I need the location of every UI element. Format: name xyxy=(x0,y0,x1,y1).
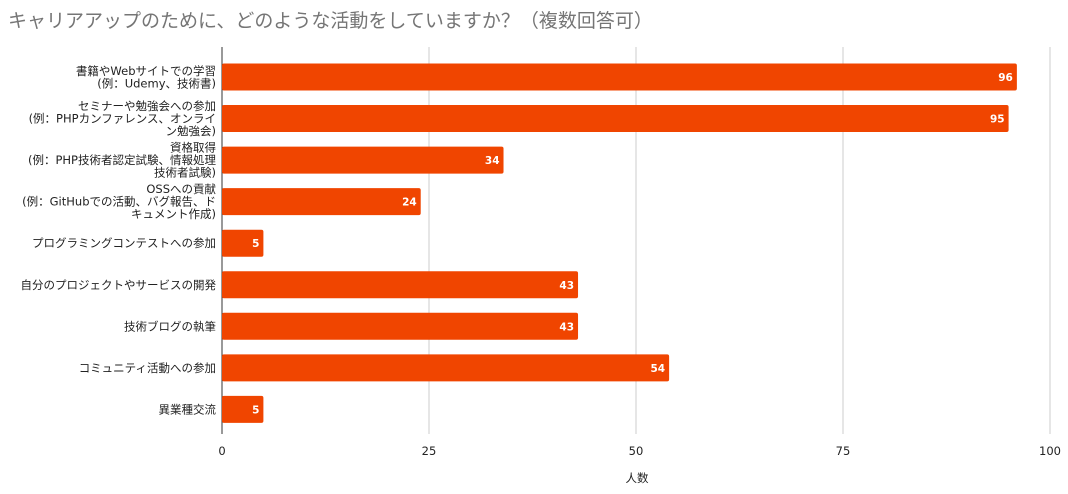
category-label-line: (例：PHPカンファレンス、オンライ xyxy=(29,112,216,126)
bar xyxy=(222,354,670,382)
category-label-line: ン勉強会) xyxy=(166,124,217,138)
category-label: プログラミングコンテストへの参加 xyxy=(32,236,216,250)
category-label-line: 技術ブログの執筆 xyxy=(124,319,216,333)
category-label: OSSへの貢献(例：GitHubでの活動、バグ報告、ドキュメント作成) xyxy=(22,182,216,221)
category-label-line: キュメント作成) xyxy=(131,207,216,221)
data-label: 96 xyxy=(998,72,1013,84)
x-tick-labels: 0 25 50 75 100 xyxy=(218,444,1061,458)
data-label: 43 xyxy=(559,321,574,333)
x-axis-label: 人数 xyxy=(626,471,649,485)
bar xyxy=(222,188,421,216)
category-label-line: 資格取得 xyxy=(170,141,216,155)
bar xyxy=(222,105,1009,133)
bar xyxy=(222,271,579,299)
data-label: 5 xyxy=(252,404,259,416)
category-labels: 書籍やWebサイトでの学習(例：Udemy、技術書)セミナーや勉強会への参加(例… xyxy=(21,64,217,417)
category-label: セミナーや勉強会への参加(例：PHPカンファレンス、オンライン勉強会) xyxy=(29,99,216,138)
bar xyxy=(222,63,1017,91)
data-label: 34 xyxy=(485,155,500,167)
data-label: 54 xyxy=(650,363,665,375)
category-label-line: 書籍やWebサイトでの学習 xyxy=(76,64,216,78)
bar xyxy=(222,312,579,340)
category-label-line: 異業種交流 xyxy=(159,402,217,416)
category-label-line: (例：GitHubでの活動、バグ報告、ド xyxy=(22,195,216,209)
bars: 96 95 34 24 5 43 43 54 5 xyxy=(222,63,1017,423)
data-label: 95 xyxy=(990,114,1005,126)
data-label: 24 xyxy=(402,197,417,209)
category-label-line: OSSへの貢献 xyxy=(146,182,216,196)
bar xyxy=(222,229,264,257)
category-label: コミュニティ活動への参加 xyxy=(79,361,216,375)
x-tick-label: 50 xyxy=(629,444,644,458)
category-label-line: 技術者試験) xyxy=(154,166,216,180)
category-label: 自分のプロジェクトやサービスの開発 xyxy=(21,278,217,292)
bar xyxy=(222,395,264,423)
category-label-line: コミュニティ活動への参加 xyxy=(79,361,216,375)
category-label-line: プログラミングコンテストへの参加 xyxy=(32,236,216,250)
category-label: 技術ブログの執筆 xyxy=(124,319,216,333)
data-label: 5 xyxy=(252,238,259,250)
x-tick-label: 25 xyxy=(422,444,437,458)
category-label: 資格取得(例：PHP技術者認定試験、情報処理技術者試験) xyxy=(28,141,217,180)
category-label: 書籍やWebサイトでの学習(例：Udemy、技術書) xyxy=(76,64,216,91)
category-label: 異業種交流 xyxy=(159,402,217,416)
category-label-line: セミナーや勉強会への参加 xyxy=(78,99,216,113)
x-tick-label: 0 xyxy=(218,444,225,458)
data-label: 43 xyxy=(559,280,574,292)
chart-title: キャリアアップのために、どのような活動をしていますか？（複数回答可） xyxy=(8,10,653,32)
category-label-line: (例：PHP技術者認定試験、情報処理 xyxy=(28,153,217,167)
bar xyxy=(222,146,504,174)
category-label-line: 自分のプロジェクトやサービスの開発 xyxy=(21,278,217,292)
x-tick-label: 100 xyxy=(1039,444,1061,458)
category-label-line: (例：Udemy、技術書) xyxy=(97,76,216,90)
x-tick-label: 75 xyxy=(836,444,851,458)
